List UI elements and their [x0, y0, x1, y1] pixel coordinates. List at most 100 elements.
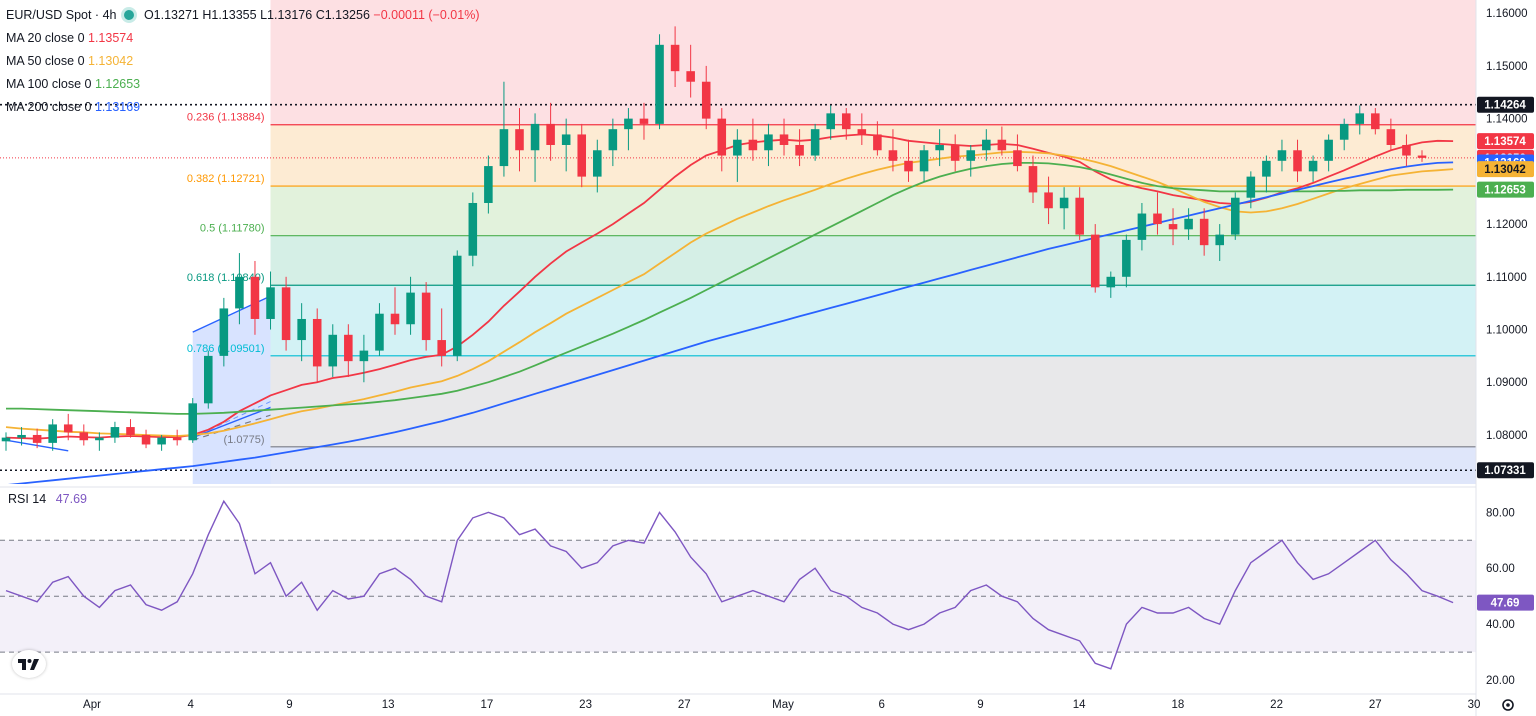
horizontal-lines	[0, 103, 1476, 472]
candle-body	[95, 437, 104, 441]
ma-line	[6, 162, 1454, 415]
price-tag-label: 1.13574	[1484, 136, 1526, 148]
candle-body	[873, 134, 882, 151]
candle-body	[764, 134, 773, 151]
rsi-tick-label: 60.00	[1486, 563, 1515, 575]
price-tag	[1477, 133, 1534, 150]
candle-body	[624, 118, 633, 130]
candle-body	[1262, 160, 1271, 177]
time-tick-label: 4	[188, 699, 195, 711]
price-tag-label: 1.14264	[1484, 100, 1526, 112]
candle-body	[1059, 197, 1069, 209]
candle-body	[733, 139, 742, 156]
candle-body	[266, 287, 275, 319]
candle-body	[1215, 234, 1224, 246]
candle-body	[1277, 150, 1287, 161]
legend: EUR/USD Spot · 4h O1.13271 H1.13355 L1.1…	[6, 6, 480, 121]
candle-body	[188, 403, 198, 441]
candle-body	[997, 139, 1007, 151]
interval-label[interactable]: 4h	[102, 8, 117, 22]
indicator-ma200[interactable]: MA 200 close 0 1.13169	[6, 98, 480, 121]
candle-body	[1044, 192, 1053, 209]
rsi-legend[interactable]: RSI 14 47.69	[8, 492, 87, 506]
fib-label: 0.618 (1.10840)	[187, 272, 265, 284]
candle-body	[484, 166, 493, 203]
candle-body	[1, 437, 11, 442]
rsi-pane	[0, 486, 1476, 670]
candle-body	[982, 139, 991, 151]
price-tick-label: 1.14000	[1486, 114, 1528, 126]
rsi-axis[interactable]: 80.00 60.00 40.00 20.00	[1486, 507, 1515, 687]
indicator-label: MA 200 close 0	[6, 100, 92, 114]
candle-body	[390, 313, 400, 325]
moving-averages	[5, 133, 1454, 484]
candle-body	[17, 434, 26, 438]
rsi-tick-label: 80.00	[1486, 507, 1515, 519]
time-tick-label: 9	[977, 699, 983, 711]
fib-label: 0.236 (1.13884)	[187, 112, 265, 124]
candle-body	[32, 434, 42, 443]
candlesticks	[1, 26, 1427, 451]
rsi-label: RSI 14	[8, 492, 47, 506]
tradingview-logo-icon[interactable]	[12, 650, 46, 678]
candle-body	[312, 318, 322, 367]
fib-zone	[270, 446, 1476, 484]
candle-body	[857, 129, 867, 135]
ma-line	[5, 133, 1454, 440]
indicator-label: MA 100 close 0	[6, 77, 92, 91]
indicator-value: 1.13042	[88, 54, 134, 68]
time-axis[interactable]: Apr 4 9 13 17 23 27 May 6 9 14 18 22 27 30	[0, 693, 1481, 711]
fib-label: 0.382 (1.12721)	[187, 173, 265, 185]
candle-body	[515, 129, 524, 151]
candle-body	[1184, 218, 1193, 230]
time-tick-label: 23	[579, 699, 592, 711]
indicator-label: MA 20 close 0	[6, 31, 85, 45]
candle-body	[686, 71, 695, 82]
candle-body	[281, 287, 291, 341]
rsi-tick-label: 40.00	[1486, 619, 1515, 631]
candle-body	[748, 139, 758, 151]
fib-zone	[270, 186, 1476, 236]
price-tick-label: 1.09000	[1486, 377, 1528, 389]
candle-body	[1355, 113, 1365, 124]
candle-body	[1075, 197, 1084, 235]
candle-body	[577, 134, 587, 177]
candle-body	[639, 118, 649, 124]
candle-body	[452, 255, 462, 356]
fib-zone	[270, 355, 1476, 447]
fib-label: 0.5 (1.11780)	[200, 223, 265, 235]
candle-body	[219, 308, 229, 356]
candle-body	[1230, 197, 1240, 235]
time-tick-label: 17	[480, 699, 493, 711]
rsi-value: 47.69	[55, 492, 87, 506]
candle-body	[110, 427, 120, 438]
time-tick-label: 27	[1369, 699, 1382, 711]
candle-body	[141, 434, 151, 445]
symbol-label[interactable]: EUR/USD Spot	[6, 8, 92, 22]
candle-body	[593, 150, 602, 177]
candle-body	[935, 144, 944, 151]
candle-body	[841, 113, 851, 130]
ma-line	[5, 150, 1454, 437]
candle-body	[1402, 144, 1411, 156]
indicator-ma50[interactable]: MA 50 close 0 1.13042	[6, 52, 480, 75]
candle-body	[297, 318, 306, 341]
candle-body	[359, 350, 369, 362]
candle-body	[950, 144, 960, 161]
candle-body	[810, 129, 820, 156]
candle-body	[157, 437, 166, 445]
indicator-ma20[interactable]: MA 20 close 0 1.13574	[6, 29, 480, 52]
candle-body	[1293, 150, 1302, 172]
candle-body	[1339, 123, 1349, 140]
indicator-value: 1.12653	[94, 77, 141, 91]
candle-body	[561, 134, 571, 145]
time-tick-label: 30	[1468, 699, 1481, 711]
indicator-ma100[interactable]: MA 100 close 0 1.12653	[6, 75, 480, 98]
candle-body	[406, 292, 415, 325]
candle-body	[172, 437, 182, 441]
candle-body	[670, 44, 680, 72]
time-tick-label: May	[772, 699, 794, 711]
axis-settings-icon[interactable]	[1502, 699, 1514, 711]
price-tick-label: 1.12000	[1486, 219, 1528, 231]
